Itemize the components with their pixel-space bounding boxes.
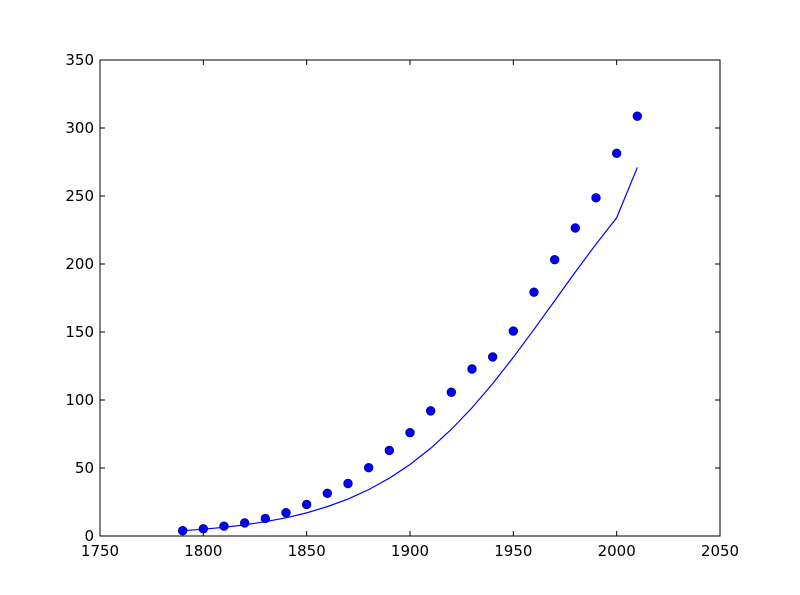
x-tick-label: 1750 (81, 542, 119, 560)
y-tick-label: 0 (84, 527, 94, 545)
x-tick-label: 2050 (701, 542, 739, 560)
data-point (219, 521, 229, 531)
data-point (611, 148, 622, 159)
plot-area (100, 60, 720, 536)
data-point (177, 526, 188, 536)
data-marks (177, 111, 643, 536)
y-tick-label: 350 (65, 51, 94, 69)
data-point (467, 364, 477, 374)
x-tick-label: 1850 (288, 542, 326, 560)
x-tick-label: 2000 (598, 542, 636, 560)
data-point (260, 513, 271, 524)
axes-frame (99, 59, 721, 537)
fit-line (182, 167, 638, 532)
data-point (570, 223, 581, 233)
data-point (343, 478, 353, 489)
x-tick-label: 1950 (494, 542, 532, 560)
data-point (301, 499, 312, 510)
y-tick-label: 200 (65, 255, 94, 273)
data-point (405, 427, 415, 438)
data-point (281, 508, 291, 518)
y-tick-label: 250 (65, 187, 94, 205)
data-point (384, 445, 395, 456)
x-tick-label: 1900 (391, 542, 429, 560)
axis-ticks: 1750 1800 1850 1900 1950 2000 2050 0 50 100 150 200… (65, 51, 739, 560)
data-point (446, 387, 457, 397)
data-point (487, 352, 498, 362)
y-tick-label: 300 (65, 119, 94, 137)
x-tick-label: 1800 (184, 542, 222, 560)
data-point (549, 254, 560, 265)
data-point (239, 518, 250, 528)
y-tick-label: 50 (75, 459, 94, 477)
data-point (508, 326, 519, 336)
data-point (591, 193, 601, 203)
data-point (529, 287, 539, 297)
data-point (322, 488, 333, 499)
data-point (632, 111, 643, 121)
data-point (363, 463, 374, 473)
data-point (425, 406, 436, 416)
y-tick-label: 100 (65, 391, 94, 409)
y-tick-label: 150 (65, 323, 94, 341)
